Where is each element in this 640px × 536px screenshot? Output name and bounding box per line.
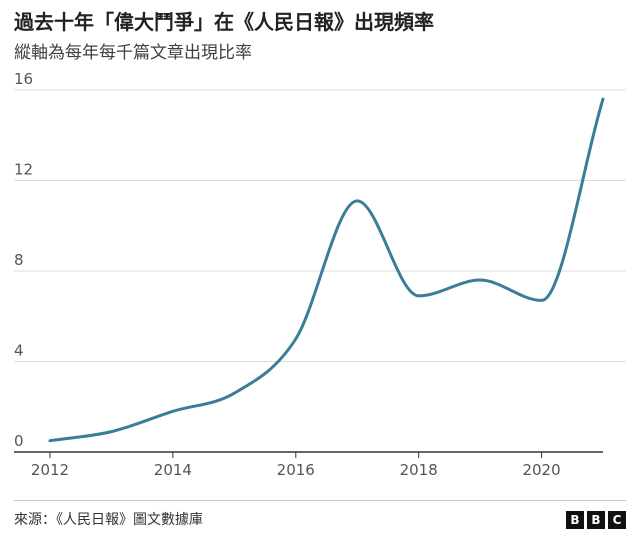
- logo-letter-b1: B: [566, 511, 584, 529]
- data-point-2019: [478, 278, 482, 282]
- data-point-2013: [110, 430, 113, 433]
- line-chart: 0 4 8 12 16 2012 2014 2016 2018 2020: [14, 70, 626, 479]
- x-tick-label-2014: 2014: [154, 461, 192, 479]
- x-axis: 2012 2014 2016 2018 2020: [14, 451, 603, 479]
- x-tick-label-2020: 2020: [522, 461, 560, 479]
- bbc-logo: B B C: [566, 511, 626, 529]
- footer-divider: [14, 500, 626, 501]
- y-tick-label-0: 0: [14, 432, 24, 450]
- y-tick-label-12: 12: [14, 161, 33, 179]
- data-point-2016: [294, 337, 297, 341]
- y-axis-ticks: 0 4 8 12 16: [14, 70, 33, 450]
- data-point-2020: [540, 299, 543, 302]
- y-tick-label-8: 8: [14, 251, 24, 269]
- logo-letter-b2: B: [587, 511, 605, 529]
- data-point-2012: [48, 439, 52, 442]
- data-point-2014: [171, 410, 175, 413]
- x-tick-label-2018: 2018: [400, 461, 438, 479]
- series-layer: [48, 97, 605, 443]
- logo-letter-c: C: [608, 511, 626, 529]
- gridlines: [14, 89, 626, 362]
- source-note: 來源：《人民日報》圖文數據庫: [14, 512, 203, 528]
- data-point-2021: [601, 97, 605, 101]
- x-tick-label-2016: 2016: [277, 461, 315, 479]
- x-tick-label-2012: 2012: [31, 461, 69, 479]
- data-point-2018: [417, 294, 420, 298]
- chart-subtitle: 縱軸為每年每千篇文章出現比率: [14, 43, 252, 63]
- chart-title: 過去十年「偉大鬥爭」在《人民日報》出現頻率: [14, 10, 434, 34]
- y-tick-label-4: 4: [14, 342, 24, 360]
- data-point-2017: [356, 199, 359, 203]
- data-point-2015: [233, 391, 236, 395]
- y-tick-label-16: 16: [14, 70, 33, 88]
- series-line-0: [48, 97, 605, 443]
